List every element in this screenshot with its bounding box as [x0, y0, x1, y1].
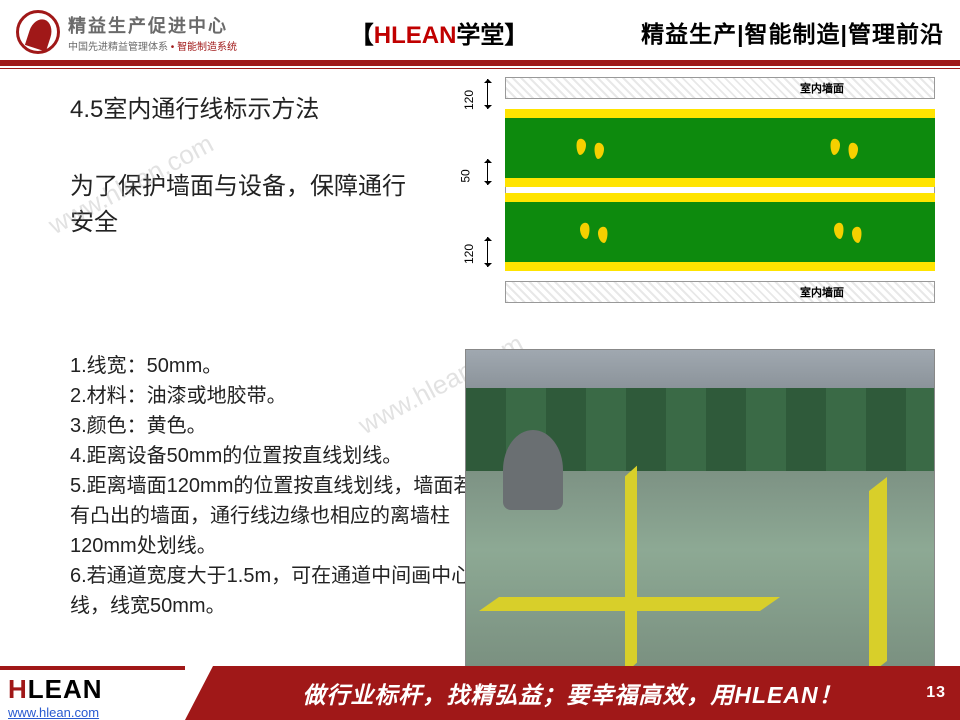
bullet-item: 1.线宽：50mm。: [70, 351, 480, 381]
yellow-line: [505, 262, 935, 271]
bullet-item: 4.距离设备50mm的位置按直线划线。: [70, 441, 480, 471]
photo-yellow-line: [869, 477, 887, 669]
bullet-item: 6.若通道宽度大于1.5m，可在通道中间画中心线，线宽50mm。: [70, 561, 480, 621]
footprint-icon: [847, 226, 863, 246]
dim-arrow-icon: [487, 237, 488, 267]
photo-yellow-line: [625, 465, 637, 669]
intro-text: 为了保护墙面与设备，保障通行安全: [70, 169, 410, 241]
yellow-line: [505, 193, 935, 202]
dim-label-top: 120: [462, 90, 476, 110]
wall-bottom: 室内墙面: [505, 281, 935, 303]
example-photo: [465, 349, 935, 669]
bullet-item: 5.距离墙面120mm的位置按直线划线，墙面若有凸出的墙面，通行线边缘也相应的离…: [70, 471, 480, 561]
dimension-column: 120 50 120: [465, 77, 500, 277]
dim-arrow-icon: [487, 79, 488, 109]
wall-label: 室内墙面: [800, 80, 844, 96]
footer-brand: HLEAN: [8, 674, 177, 705]
green-lane-bottom: [505, 202, 935, 262]
logo-text: 精益生产促进中心 中国先进精益管理体系 • 智能制造系统: [68, 12, 237, 53]
footer-right: 做行业标杆，找精弘益；要幸福高效，用HLEAN！ 13: [185, 666, 960, 720]
gap: [505, 271, 935, 281]
footprint-icon: [829, 138, 845, 158]
yellow-line: [505, 178, 935, 187]
footprint-icon: [593, 142, 609, 162]
header-red-bar: [0, 60, 960, 66]
content-area: 4.5室内通行线标示方法 为了保护墙面与设备，保障通行安全 1.线宽：50mm。…: [0, 69, 960, 644]
logo-subtitle: 中国先进精益管理体系 • 智能制造系统: [68, 38, 237, 53]
wall-top: 室内墙面: [505, 77, 935, 99]
header-center: 【HLEAN学堂】: [237, 15, 641, 50]
footprint-icon: [575, 222, 591, 242]
logo-icon: [16, 10, 60, 54]
green-lane-top: [505, 118, 935, 178]
header-right: 精益生产|智能制造|管理前沿: [641, 15, 944, 49]
footer-left: HLEAN www.hlean.com: [0, 666, 185, 720]
footprint-icon: [847, 142, 863, 162]
dim-arrow-icon: [487, 159, 488, 185]
gap: [505, 99, 935, 109]
bullet-item: 2.材料：油漆或地胶带。: [70, 381, 480, 411]
bullet-item: 3.颜色：黄色。: [70, 411, 480, 441]
logo-block: 精益生产促进中心 中国先进精益管理体系 • 智能制造系统: [16, 10, 237, 54]
dim-label-bot: 120: [462, 244, 476, 264]
wall-label: 室内墙面: [800, 284, 844, 300]
photo-pillar: [503, 430, 563, 510]
slide-footer: HLEAN www.hlean.com 做行业标杆，找精弘益；要幸福高效，用HL…: [0, 666, 960, 720]
slide-header: 精益生产促进中心 中国先进精益管理体系 • 智能制造系统 【HLEAN学堂】 精…: [0, 0, 960, 60]
slogan: 做行业标杆，找精弘益；要幸福高效，用HLEAN！: [302, 676, 842, 710]
page-number: 13: [926, 684, 946, 702]
yellow-line: [505, 109, 935, 118]
diagram-body: 室内墙面 室内墙面: [505, 77, 935, 277]
footer-url: www.hlean.com: [8, 705, 177, 720]
lane-diagram: 120 50 120 室内墙面: [465, 77, 935, 282]
logo-title: 精益生产促进中心: [68, 12, 237, 38]
footprint-icon: [593, 226, 609, 246]
footprint-icon: [829, 222, 845, 242]
bullet-list: 1.线宽：50mm。 2.材料：油漆或地胶带。 3.颜色：黄色。 4.距离设备5…: [70, 351, 480, 621]
footprint-icon: [575, 138, 591, 158]
dim-label-mid: 50: [459, 169, 473, 182]
